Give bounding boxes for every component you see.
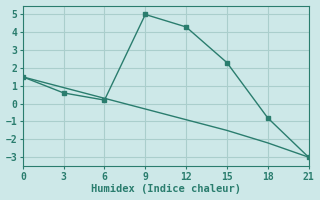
X-axis label: Humidex (Indice chaleur): Humidex (Indice chaleur) (91, 184, 241, 194)
